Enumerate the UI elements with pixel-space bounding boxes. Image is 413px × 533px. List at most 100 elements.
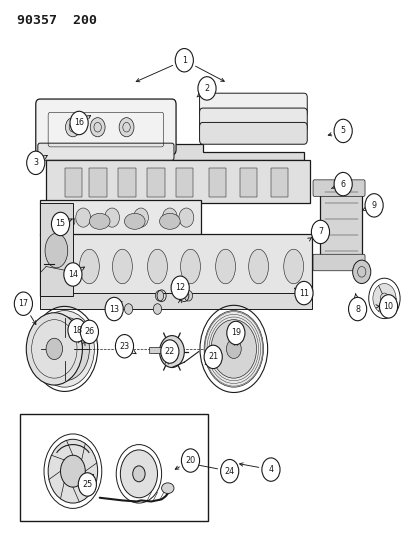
Text: 22: 22 <box>164 347 175 356</box>
Text: 10: 10 <box>382 302 393 311</box>
Ellipse shape <box>283 249 303 284</box>
Circle shape <box>178 208 193 227</box>
Bar <box>209 168 226 197</box>
Ellipse shape <box>45 233 68 268</box>
Polygon shape <box>40 203 73 296</box>
Circle shape <box>51 212 69 236</box>
Circle shape <box>78 473 96 496</box>
Text: 90357  200: 90357 200 <box>17 14 97 27</box>
Polygon shape <box>320 187 361 261</box>
Circle shape <box>379 295 396 318</box>
Bar <box>149 348 161 353</box>
Circle shape <box>184 290 192 301</box>
Circle shape <box>348 297 366 321</box>
Circle shape <box>65 118 80 137</box>
Text: 17: 17 <box>18 299 28 308</box>
Circle shape <box>364 193 382 217</box>
Circle shape <box>166 345 176 358</box>
Circle shape <box>70 111 88 135</box>
Circle shape <box>153 304 161 314</box>
Circle shape <box>119 118 134 137</box>
Text: 12: 12 <box>175 283 185 292</box>
Ellipse shape <box>215 249 235 284</box>
Circle shape <box>226 340 241 359</box>
Text: 26: 26 <box>84 327 94 336</box>
Polygon shape <box>46 160 309 203</box>
Circle shape <box>35 311 94 387</box>
Bar <box>270 168 287 197</box>
Circle shape <box>80 320 98 344</box>
Circle shape <box>90 118 105 137</box>
Polygon shape <box>40 293 311 309</box>
Circle shape <box>60 455 85 487</box>
Circle shape <box>64 263 82 286</box>
Circle shape <box>197 77 216 100</box>
Bar <box>64 168 82 197</box>
Circle shape <box>155 290 163 301</box>
Text: 5: 5 <box>340 126 345 135</box>
Bar <box>118 168 135 197</box>
Circle shape <box>26 151 45 174</box>
Text: 16: 16 <box>74 118 84 127</box>
Ellipse shape <box>248 249 268 284</box>
Ellipse shape <box>54 213 75 229</box>
Text: 13: 13 <box>109 304 119 313</box>
Bar <box>89 168 107 197</box>
Circle shape <box>115 335 133 358</box>
Text: 19: 19 <box>230 328 240 337</box>
Text: 6: 6 <box>340 180 345 189</box>
Circle shape <box>120 450 157 498</box>
Ellipse shape <box>159 213 180 229</box>
Ellipse shape <box>112 249 132 284</box>
Text: 4: 4 <box>268 465 273 474</box>
Text: 7: 7 <box>317 228 322 237</box>
Text: 25: 25 <box>82 480 92 489</box>
Ellipse shape <box>180 249 200 284</box>
Polygon shape <box>40 233 311 296</box>
FancyBboxPatch shape <box>36 99 176 155</box>
Text: 21: 21 <box>208 352 218 361</box>
Circle shape <box>261 458 279 481</box>
FancyBboxPatch shape <box>312 254 364 271</box>
Ellipse shape <box>161 483 173 494</box>
Text: 18: 18 <box>72 326 82 335</box>
Circle shape <box>46 338 62 360</box>
Text: 15: 15 <box>55 220 65 229</box>
Circle shape <box>133 208 148 227</box>
Circle shape <box>175 49 193 72</box>
Circle shape <box>171 276 189 300</box>
Circle shape <box>76 208 90 227</box>
Circle shape <box>204 311 263 387</box>
Ellipse shape <box>124 213 145 229</box>
Circle shape <box>40 317 89 381</box>
Circle shape <box>226 321 244 345</box>
Bar <box>176 168 193 197</box>
FancyBboxPatch shape <box>199 123 306 144</box>
Text: 3: 3 <box>33 158 38 167</box>
Text: 23: 23 <box>119 342 129 351</box>
Circle shape <box>311 220 329 244</box>
Text: 14: 14 <box>68 270 78 279</box>
Bar <box>147 168 164 197</box>
Circle shape <box>47 208 62 227</box>
Circle shape <box>55 337 74 361</box>
Circle shape <box>162 208 177 227</box>
Ellipse shape <box>147 249 167 284</box>
Text: 9: 9 <box>370 201 376 210</box>
Text: 24: 24 <box>224 467 234 475</box>
Circle shape <box>352 260 370 284</box>
Circle shape <box>26 313 82 385</box>
Circle shape <box>105 297 123 321</box>
Text: 11: 11 <box>298 288 308 297</box>
FancyBboxPatch shape <box>312 180 364 196</box>
Circle shape <box>294 281 312 305</box>
Circle shape <box>211 320 256 378</box>
Circle shape <box>333 119 351 143</box>
Circle shape <box>14 292 32 316</box>
Text: 8: 8 <box>354 304 359 313</box>
Circle shape <box>68 319 86 342</box>
Circle shape <box>204 345 222 368</box>
FancyBboxPatch shape <box>199 93 306 117</box>
Bar <box>240 168 257 197</box>
FancyBboxPatch shape <box>21 414 208 521</box>
